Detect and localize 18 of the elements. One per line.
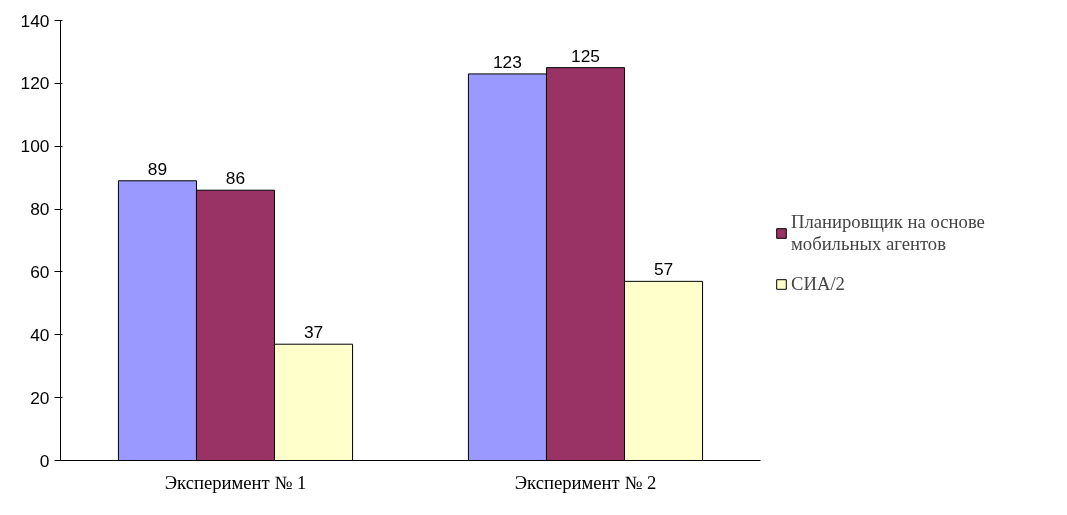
data-label: 123: [492, 51, 522, 72]
x-tick-label: Эксперимент № 2: [514, 471, 657, 493]
y-tick-label: 120: [20, 73, 50, 94]
y-tick-label: 20: [30, 387, 50, 408]
y-tick-label: 0: [39, 450, 50, 471]
legend-label: СИА/2: [791, 273, 845, 295]
x-tick-label: Эксперимент № 1: [164, 471, 307, 493]
data-label: 37: [303, 322, 324, 343]
data-label: 89: [147, 158, 168, 179]
legend-label: Планировщик на основе мобильных агентов: [791, 211, 985, 255]
data-label: 86: [225, 168, 246, 189]
y-tick-label: 60: [30, 261, 50, 282]
y-tick-label: 140: [20, 10, 50, 31]
y-tick-label: 40: [30, 324, 50, 345]
data-label: 125: [571, 45, 600, 66]
y-tick-label: 100: [20, 136, 50, 157]
data-label: 57: [653, 259, 674, 280]
y-tick-label: 80: [30, 199, 50, 220]
